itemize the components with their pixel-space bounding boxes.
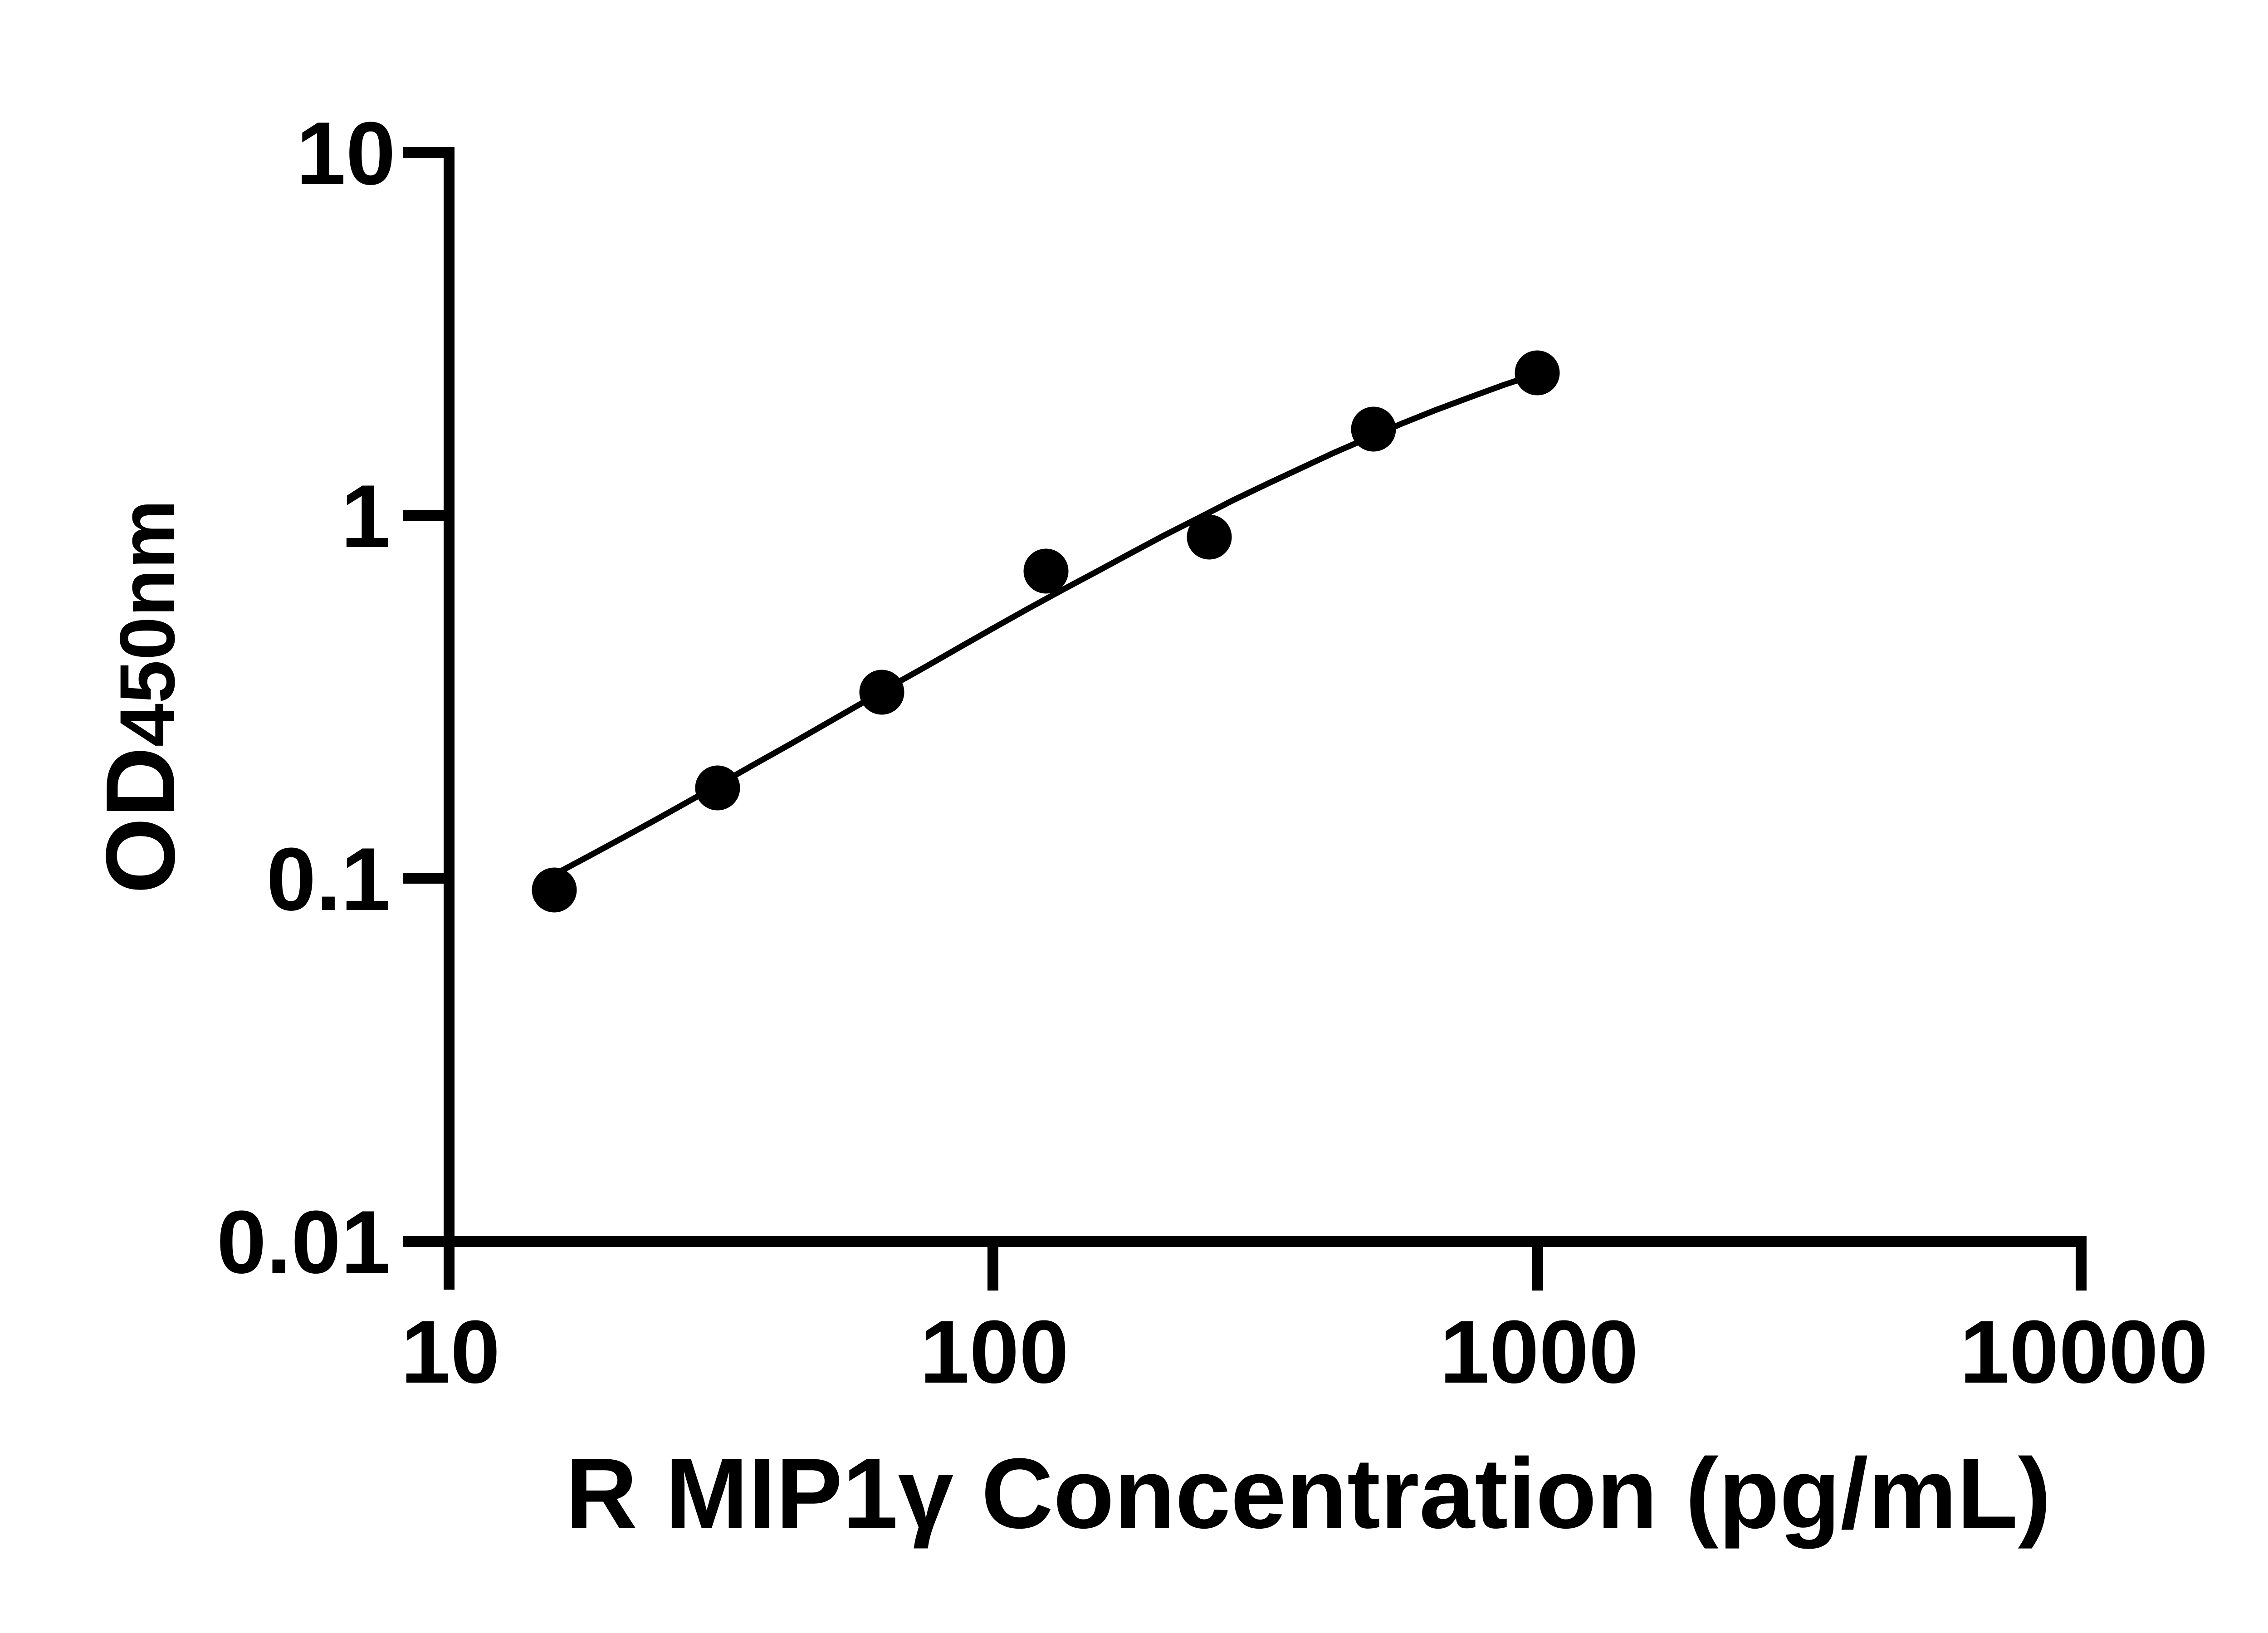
- svg-text:OD450nm: OD450nm: [85, 500, 195, 894]
- svg-text:10000: 10000: [1960, 1302, 2208, 1402]
- svg-text:0.01: 0.01: [217, 1192, 391, 1292]
- svg-text:10: 10: [296, 103, 396, 203]
- svg-text:10: 10: [401, 1302, 500, 1402]
- svg-text:1: 1: [341, 466, 391, 566]
- svg-text:R MIP1γ Concentration (pg/mL): R MIP1γ Concentration (pg/mL): [565, 1437, 2051, 1549]
- svg-text:100: 100: [920, 1302, 1069, 1402]
- svg-text:0.1: 0.1: [266, 829, 391, 929]
- svg-text:1000: 1000: [1440, 1302, 1638, 1402]
